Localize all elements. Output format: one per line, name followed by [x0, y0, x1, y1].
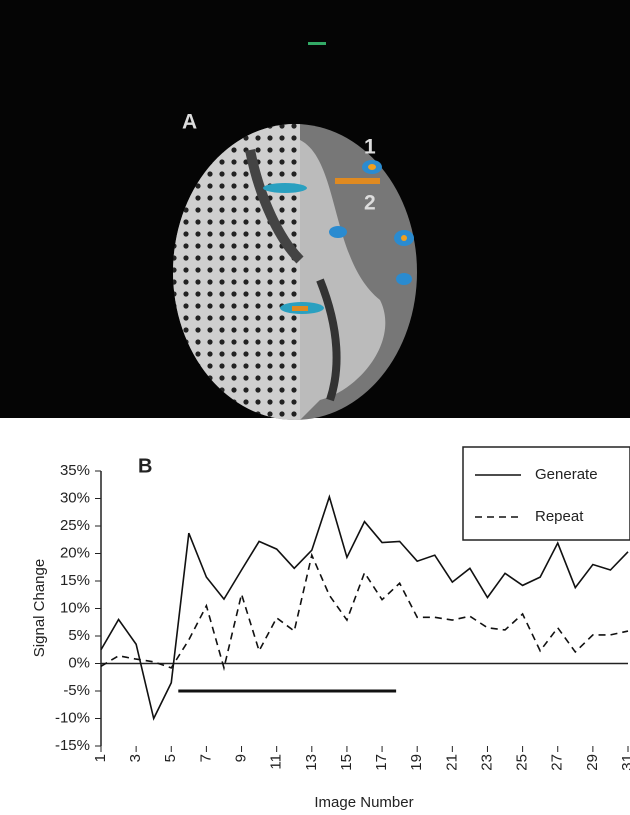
x-tick-label: 25 — [514, 754, 531, 771]
marker-label: 1 — [364, 136, 376, 159]
x-tick-label: 21 — [443, 754, 460, 771]
y-tick-label: 35% — [60, 462, 90, 479]
legend-label: Repeat — [535, 508, 584, 525]
x-tick-label: 29 — [584, 754, 601, 771]
y-tick-label: 5% — [68, 627, 90, 644]
x-axis-title: Image Number — [314, 794, 413, 811]
legend-label: Generate — [535, 466, 598, 483]
x-tick-label: 1 — [92, 754, 109, 762]
x-tick-label: 31 — [619, 754, 630, 771]
y-tick-label: -15% — [55, 737, 90, 754]
x-tick-label: 11 — [268, 754, 285, 770]
y-tick-label: 20% — [60, 544, 90, 561]
y-tick-label: 30% — [60, 489, 90, 506]
x-tick-label: 17 — [373, 754, 390, 771]
x-tick-label: 23 — [478, 754, 495, 771]
y-tick-label: 25% — [60, 517, 90, 534]
series-line — [100, 494, 629, 721]
x-tick-label: 7 — [197, 754, 214, 762]
brain-image: A 1 2 — [0, 0, 630, 420]
legend-box — [462, 446, 630, 541]
x-tick-label: 27 — [549, 754, 566, 771]
panel-label: A — [182, 111, 197, 134]
marker-label: 2 — [364, 192, 376, 215]
x-tick-label: 5 — [162, 754, 179, 762]
panel-label: B — [138, 455, 152, 477]
x-tick-label: 15 — [338, 754, 355, 771]
x-tick-label: 19 — [408, 754, 425, 771]
y-axis-title: Signal Change — [31, 559, 48, 657]
x-tick-label: 3 — [127, 754, 144, 762]
y-tick-label: -5% — [63, 682, 90, 699]
y-tick-label: 0% — [68, 654, 90, 671]
y-tick-label: 10% — [60, 599, 90, 616]
series-line — [100, 552, 629, 672]
y-tick-label: 15% — [60, 572, 90, 589]
x-tick-label: 9 — [233, 754, 250, 762]
y-tick-label: -10% — [55, 709, 90, 726]
x-tick-label: 13 — [303, 754, 320, 771]
